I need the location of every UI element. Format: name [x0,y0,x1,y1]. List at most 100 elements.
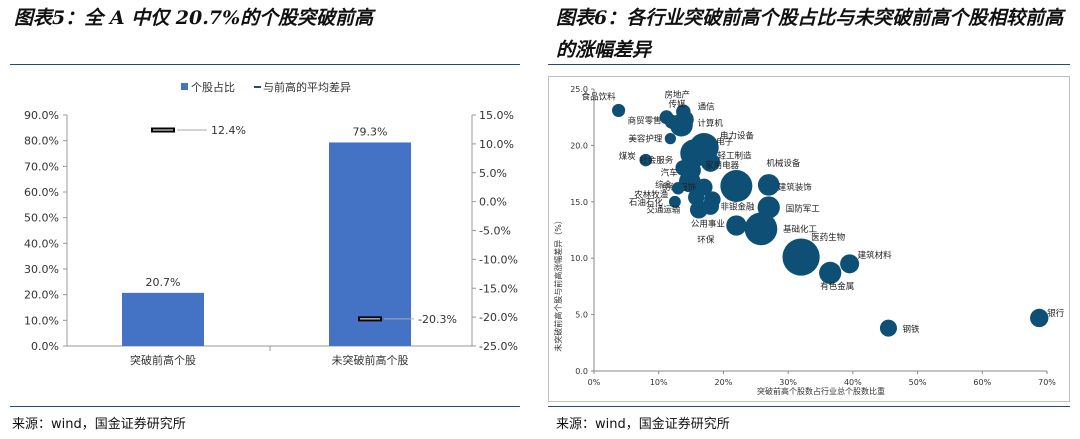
bubble-point [726,215,747,236]
bar-data-label: 79.3% [353,125,388,138]
bar-share [329,142,411,346]
bubble-label: 基础化工 [783,224,818,235]
bubble-point [720,170,753,203]
bubble-label: 建筑材料 [858,250,893,261]
right-source-note: 来源：wind，国金证券研究所 [556,417,730,432]
bubble-point [782,238,820,276]
right-y-tick-label: -15.0% [479,282,518,295]
bar-share [122,292,204,346]
left-y-tick-label: 90.0% [24,109,59,122]
scatter-y-axis-title: 未突破前高个股与前高涨幅差异（%） [553,216,563,352]
left-source-note: 来源：wind，国金证券研究所 [12,417,186,432]
bubble-label: 银行 [1047,308,1065,319]
bar-marks: 20.7% 79.3% 12.4% -20.3% [122,124,457,346]
bubble-label: 国防军工 [786,203,821,214]
bubble-label: 商贸零售 [628,116,662,127]
bubble-point [671,182,685,195]
bubble-label: 农林牧渔 [634,189,669,200]
left-y-tick-label: 40.0% [24,237,59,250]
bubble-point [757,174,780,196]
legend-swatch-share [181,83,188,90]
bubble-label: 医药生物 [811,232,846,243]
marker-data-label: 12.4% [211,124,246,137]
left-y-tick-label: 0.0% [31,340,59,353]
scatter-x-tick-label: 40% [844,378,862,387]
left-figure-title: 图表5：全 A 中仅 20.7%的个股突破前高 [14,7,374,29]
bubble-label: 计算机 [697,118,723,129]
right-y-tick-label: -5.0% [479,225,511,238]
bubble-point [639,153,653,167]
bubble-point [700,152,720,172]
left-y-tick-label: 30.0% [24,263,59,276]
right-figure-title: 图表6：各行业突破前高个股占比与未突破前高个股相较前高的涨幅差异 [556,7,1064,61]
left-y-tick-label: 60.0% [24,186,59,199]
bubble-point [664,133,676,145]
x-tick-label: 未突破前高个股 [332,353,409,367]
right-y-tick-label: 5.0% [479,167,507,180]
right-y-tick-label: 0.0% [479,196,507,209]
bubble-label: 石油石化 [629,197,664,208]
bar-chart: 个股占比 与前高的平均差异 0.0% 10.0% 20.0% 30.0% 40.0% 50… [24,80,518,367]
bubble-point [689,200,708,219]
right-title-rule [548,64,1070,65]
right-y-tick-label: -20.0% [479,311,518,324]
bubble-label: 煤炭 [619,151,637,162]
bubble-point [612,103,626,118]
bubble-point [669,113,693,137]
left-y-tick-label: 50.0% [24,212,59,225]
right-y-tick-label: -10.0% [479,253,518,266]
legend-label-share: 个股占比 [191,80,235,94]
bar-axes: 0.0% 10.0% 20.0% 30.0% 40.0% 50.0% 60.0% 70.0% 8… [24,109,518,367]
bubble-label: 公用事业 [691,219,725,230]
right-bottom-rule [548,406,1070,407]
scatter-y-tick-label: 0.0 [575,367,588,376]
left-bottom-rule [10,406,520,407]
bubble-label: 环保 [697,234,715,245]
bubble-label: 电力设备 [720,131,755,142]
bubble-label: 社会服务 [639,155,674,166]
bubble-point [678,170,701,193]
scatter-y-tick-label: 5.0 [575,311,588,320]
right-y-tick-label: 15.0% [479,109,514,122]
bubble-label: 美容护理 [628,134,663,145]
left-title-rule [10,64,520,65]
bubble-label: 汽车 [661,167,678,178]
right-y-tick-label: -25.0% [479,340,518,353]
bar-legend: 个股占比 与前高的平均差异 [181,80,351,94]
bubble-label: 建筑装饰 [778,182,813,193]
scatter-x-tick-label: 30% [779,378,797,387]
left-y-tick-label: 80.0% [24,135,59,148]
bubble-label: 食品饮料 [582,91,617,102]
left-y-tick-label: 10.0% [24,314,59,327]
scatter-y-tick-label: 25.0 [570,85,588,94]
bar-data-label: 20.7% [146,276,181,289]
bubble-point [668,195,681,208]
bubble-label: 传媒 [668,99,686,110]
bubble-label: 非银金融 [720,201,755,212]
marker-data-label: -20.3% [418,313,457,326]
bubble-label: 钢铁 [902,324,920,335]
left-y-tick-label: 70.0% [24,160,59,173]
left-y-tick-label: 20.0% [24,289,59,302]
scatter-x-tick-label: 60% [973,378,991,387]
bubble-point [819,261,842,284]
bubble-label: 通信 [698,101,716,112]
scatter-x-tick-label: 70% [1038,378,1056,387]
bubble-label: 家用电器 [705,160,740,171]
bubble-label: 房地产 [665,90,691,101]
bubble-point [840,254,860,274]
bubble-label: 有色金属 [820,281,854,292]
bubble-point [879,319,897,337]
bubble-label: 电子 [716,136,734,147]
scatter-x-tick-label: 10% [650,378,668,387]
scatter-x-tick-label: 0% [588,378,601,387]
bubble-label: 交通运输 [646,205,681,216]
legend-label-diff: 与前高的平均差异 [263,80,351,94]
x-tick-label: 突破前高个股 [130,353,196,367]
scatter-axes: 0.0 5.0 10.0 15.0 20.0 25.0 0% 10% 20% 30% 40% 50% 6… [570,85,1056,387]
scatter-x-tick-label: 50% [909,378,927,387]
legend-swatch-diff [254,86,261,88]
bubble-label: 机械设备 [766,158,801,169]
scatter-y-tick-label: 20.0 [570,141,588,150]
